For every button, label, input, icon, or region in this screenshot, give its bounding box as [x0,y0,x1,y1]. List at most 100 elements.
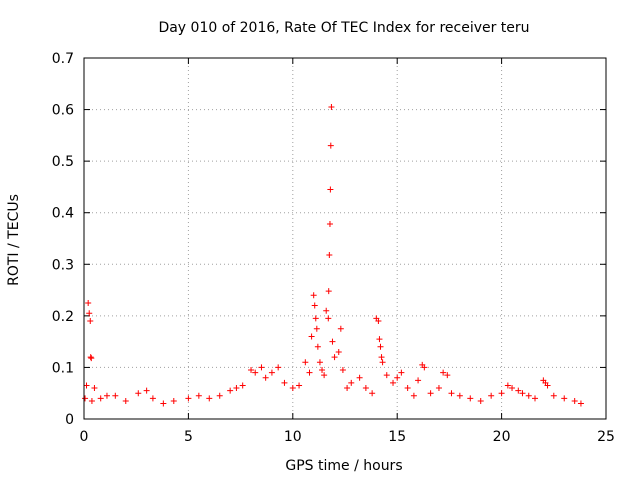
roti-data-point [321,372,328,379]
roti-data-point [262,374,269,381]
roti-data-point [87,318,94,325]
roti-data-point [577,400,584,407]
y-tick-label: 0.3 [52,257,74,273]
roti-data-point [444,372,451,379]
roti-data-point [112,392,119,399]
y-tick-label: 0 [65,412,74,428]
roti-data-point [97,395,104,402]
roti-data-point [275,364,282,371]
roti-data-point [83,382,90,389]
roti-data-point [571,397,578,404]
chart-title: Day 010 of 2016, Rate Of TEC Index for r… [158,20,529,36]
roti-data-point [268,369,275,376]
roti-data-point [227,387,234,394]
x-tick-label: 20 [493,429,511,445]
roti-data-point [519,390,526,397]
roti-data-point [319,367,326,374]
marks-layer [82,103,584,407]
roti-data-point [435,385,442,392]
roti-data-point [525,392,532,399]
roti-data-point [143,387,150,394]
roti-data-point [195,392,202,399]
roti-data-point [160,400,167,407]
x-tick-label: 0 [80,429,89,445]
y-tick-label: 0.6 [52,103,74,119]
roti-data-point [87,354,94,361]
roti-data-point [379,359,386,366]
y-axis-label: ROTI / TECUs [6,194,22,286]
roti-data-point [323,307,330,314]
y-tick-label: 0.1 [52,360,74,376]
roti-data-point [185,395,192,402]
roti-data-point [327,142,334,149]
roti-data-point [404,385,411,392]
roti-data-point [281,379,288,386]
roti-data-point [383,372,390,379]
roti-data-point [103,392,110,399]
x-tick-label: 25 [597,429,615,445]
roti-data-point [376,336,383,343]
roti-data-point [356,374,363,381]
grid-layer [84,58,606,419]
roti-data-point [308,333,315,340]
roti-data-point [362,385,369,392]
y-tick-label: 0.2 [52,309,74,325]
roti-data-point [550,392,557,399]
roti-data-point [448,390,455,397]
y-tick-label: 0.4 [52,206,74,222]
roti-data-point [369,390,376,397]
x-tick-label: 10 [284,429,302,445]
roti-data-point [410,392,417,399]
roti-data-point [331,354,338,361]
roti-data-point [335,348,342,355]
plot-frame [83,57,607,420]
roti-data-point [377,343,384,350]
roti-data-point [311,302,318,309]
y-tick-label: 0.7 [52,51,74,67]
roti-data-point [88,397,95,404]
roti-data-point [258,364,265,371]
roti-data-point [325,288,332,295]
roti-data-point [312,315,319,322]
roti-data-point [327,186,334,193]
roti-data-point [314,343,321,350]
roti-data-point [326,221,333,228]
roti-data-point [544,382,551,389]
roti-data-point [252,369,259,376]
roti-data-point [348,379,355,386]
roti-data-point [561,395,568,402]
roti-data-point [239,382,246,389]
roti-data-point [394,374,401,381]
roti-data-point [135,390,142,397]
roti-data-point [233,385,240,392]
roti-data-point [375,318,382,325]
roti-data-point [91,385,98,392]
roti-data-point [326,252,333,259]
roti-data-point [313,325,320,332]
roti-data-point [216,392,223,399]
roti-data-point [532,395,539,402]
roti-data-point [421,364,428,371]
roti-data-point [488,392,495,399]
roti-data-point [390,379,397,386]
roti-data-point [329,338,336,345]
roti-data-point [289,385,296,392]
roti-data-point [310,292,317,299]
roti-data-point [440,369,447,376]
roti-data-point [427,390,434,397]
x-tick-label: 5 [184,429,193,445]
roti-data-point [344,385,351,392]
roti-data-point [328,103,335,110]
roti-data-point [378,354,385,361]
roti-data-point [85,299,92,306]
roti-data-point [306,369,313,376]
x-tick-label: 15 [388,429,406,445]
roti-data-point [122,397,129,404]
roti-data-point [316,359,323,366]
roti-data-point [498,390,505,397]
roti-data-point [515,387,522,394]
roti-data-point [509,385,516,392]
roti-data-point [149,395,156,402]
